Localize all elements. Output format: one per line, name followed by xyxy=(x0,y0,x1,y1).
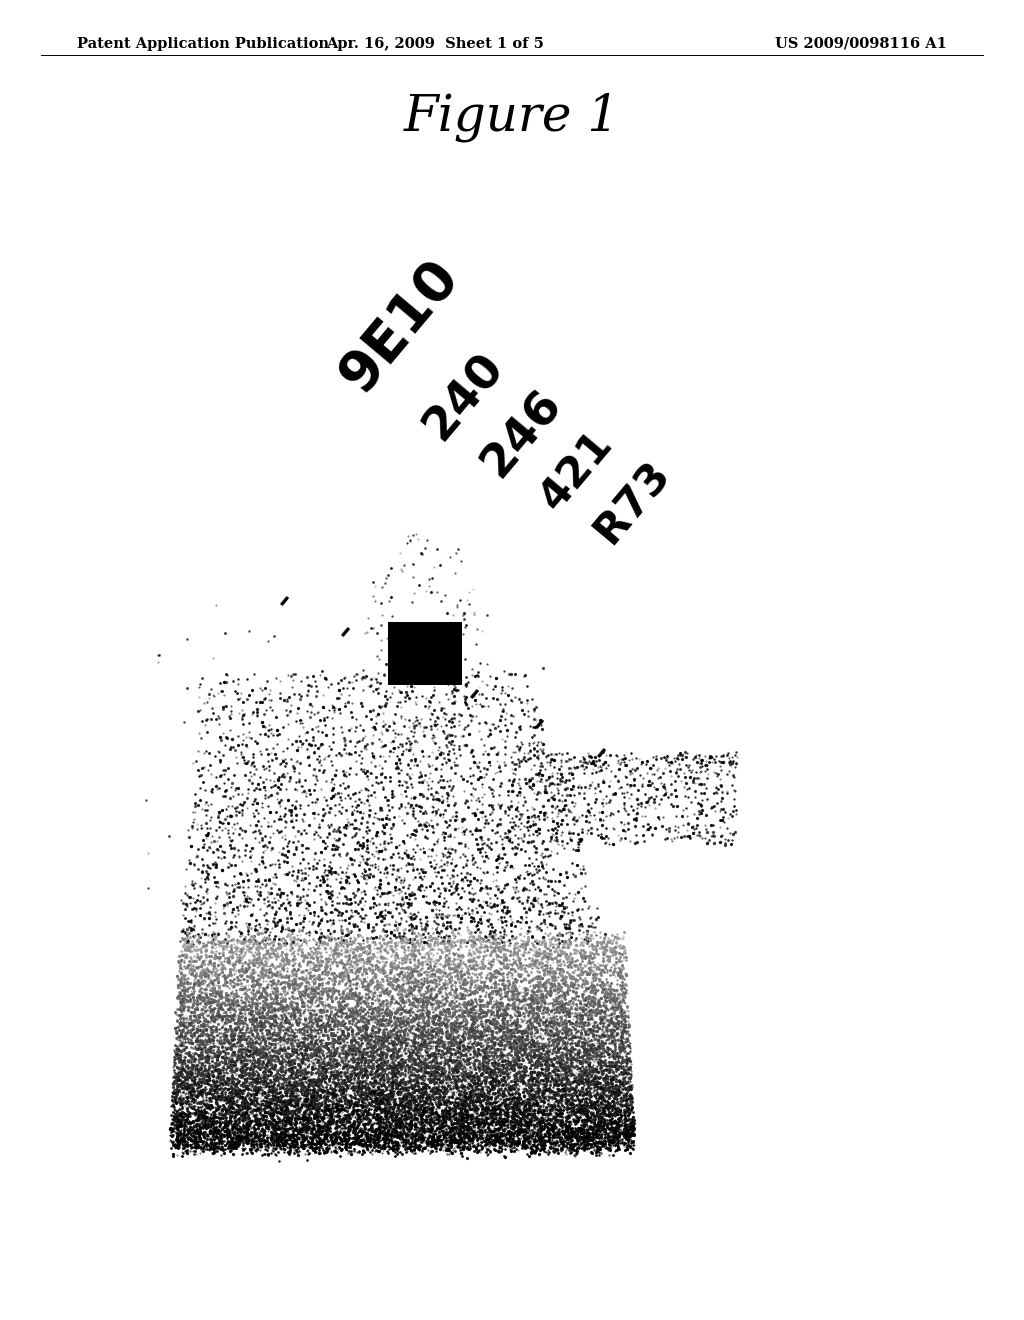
Text: 9E10: 9E10 xyxy=(330,249,469,403)
Text: 421: 421 xyxy=(530,424,621,519)
FancyBboxPatch shape xyxy=(388,622,462,685)
Text: 240: 240 xyxy=(415,345,513,449)
Text: –: – xyxy=(525,710,554,737)
Text: –: – xyxy=(461,680,489,706)
Text: R73: R73 xyxy=(587,454,679,552)
Text: 246: 246 xyxy=(473,381,571,486)
Text: Figure 1: Figure 1 xyxy=(403,92,621,141)
Text: –: – xyxy=(397,649,426,676)
Text: Patent Application Publication: Patent Application Publication xyxy=(77,37,329,51)
Text: –: – xyxy=(588,739,616,766)
Text: US 2009/0098116 A1: US 2009/0098116 A1 xyxy=(775,37,947,51)
Text: –: – xyxy=(332,618,360,644)
Text: Apr. 16, 2009  Sheet 1 of 5: Apr. 16, 2009 Sheet 1 of 5 xyxy=(327,37,544,51)
Text: –: – xyxy=(270,587,299,614)
